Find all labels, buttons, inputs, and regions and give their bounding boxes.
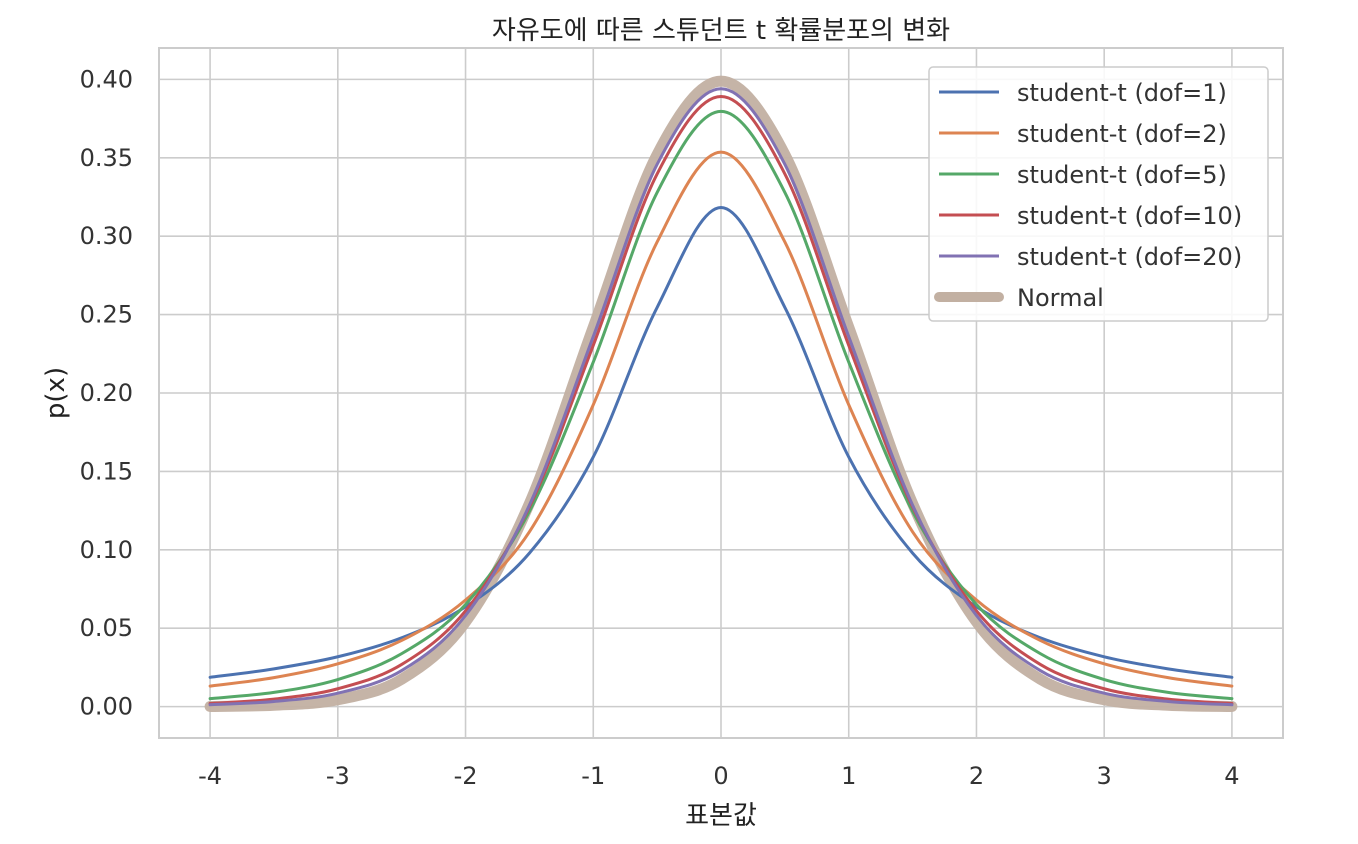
legend-label: student-t (dof=2) (1017, 120, 1227, 148)
y-tick-label: 0.15 (80, 457, 133, 485)
series-line-dof-2 (208, 150, 1234, 688)
x-tick-label: -1 (581, 762, 605, 790)
x-tick-label: -2 (454, 762, 478, 790)
series-line-normal (204, 75, 1238, 712)
legend-box (928, 66, 1269, 322)
y-tick-label: 0.40 (80, 65, 133, 93)
chart-title: 자유도에 따른 스튜던트 t 확률분포의 변화 (492, 16, 950, 46)
series-line-dof-1 (208, 205, 1234, 679)
x-tick-label: 3 (1097, 762, 1112, 790)
y-tick-label: 0.25 (80, 301, 133, 329)
series-lines (204, 75, 1238, 712)
series-line-dof-3 (208, 109, 1234, 701)
legend-label: student-t (dof=20) (1017, 243, 1242, 271)
y-tick-label: 0.20 (80, 379, 133, 407)
x-axis-label: 표본값 (685, 801, 757, 831)
x-tick-label: -4 (198, 762, 222, 790)
x-tick-label: 2 (969, 762, 984, 790)
plot-frame (158, 47, 1284, 739)
y-tick-label: 0.30 (80, 222, 133, 250)
y-tick-label: 0.35 (80, 144, 133, 172)
x-tick-label: -3 (326, 762, 350, 790)
x-tick-label: 1 (841, 762, 856, 790)
y-axis-label: p(x) (41, 367, 71, 419)
x-tick-label: 0 (713, 762, 728, 790)
y-tick-label: 0.05 (80, 614, 133, 642)
y-axis-ticks: 0.00 0.05 0.10 0.15 0.20 0.25 0.30 0.35 0.40 (80, 65, 133, 720)
series-line-dof-4 (208, 94, 1234, 705)
series-line-dof-5 (208, 87, 1234, 707)
legend-label: student-t (dof=5) (1017, 161, 1227, 189)
x-tick-label: 4 (1224, 762, 1239, 790)
x-axis-ticks: -4 -3 -2 -1 0 1 2 3 4 (198, 762, 1239, 790)
legend-label: student-t (dof=1) (1017, 79, 1227, 107)
legend: student-t (dof=1) student-t (dof=2) studen… (928, 66, 1269, 322)
y-tick-label: 0.10 (80, 536, 133, 564)
legend-label: Normal (1017, 284, 1104, 312)
y-tick-label: 0.00 (80, 693, 133, 721)
legend-label: student-t (dof=10) (1017, 202, 1242, 230)
